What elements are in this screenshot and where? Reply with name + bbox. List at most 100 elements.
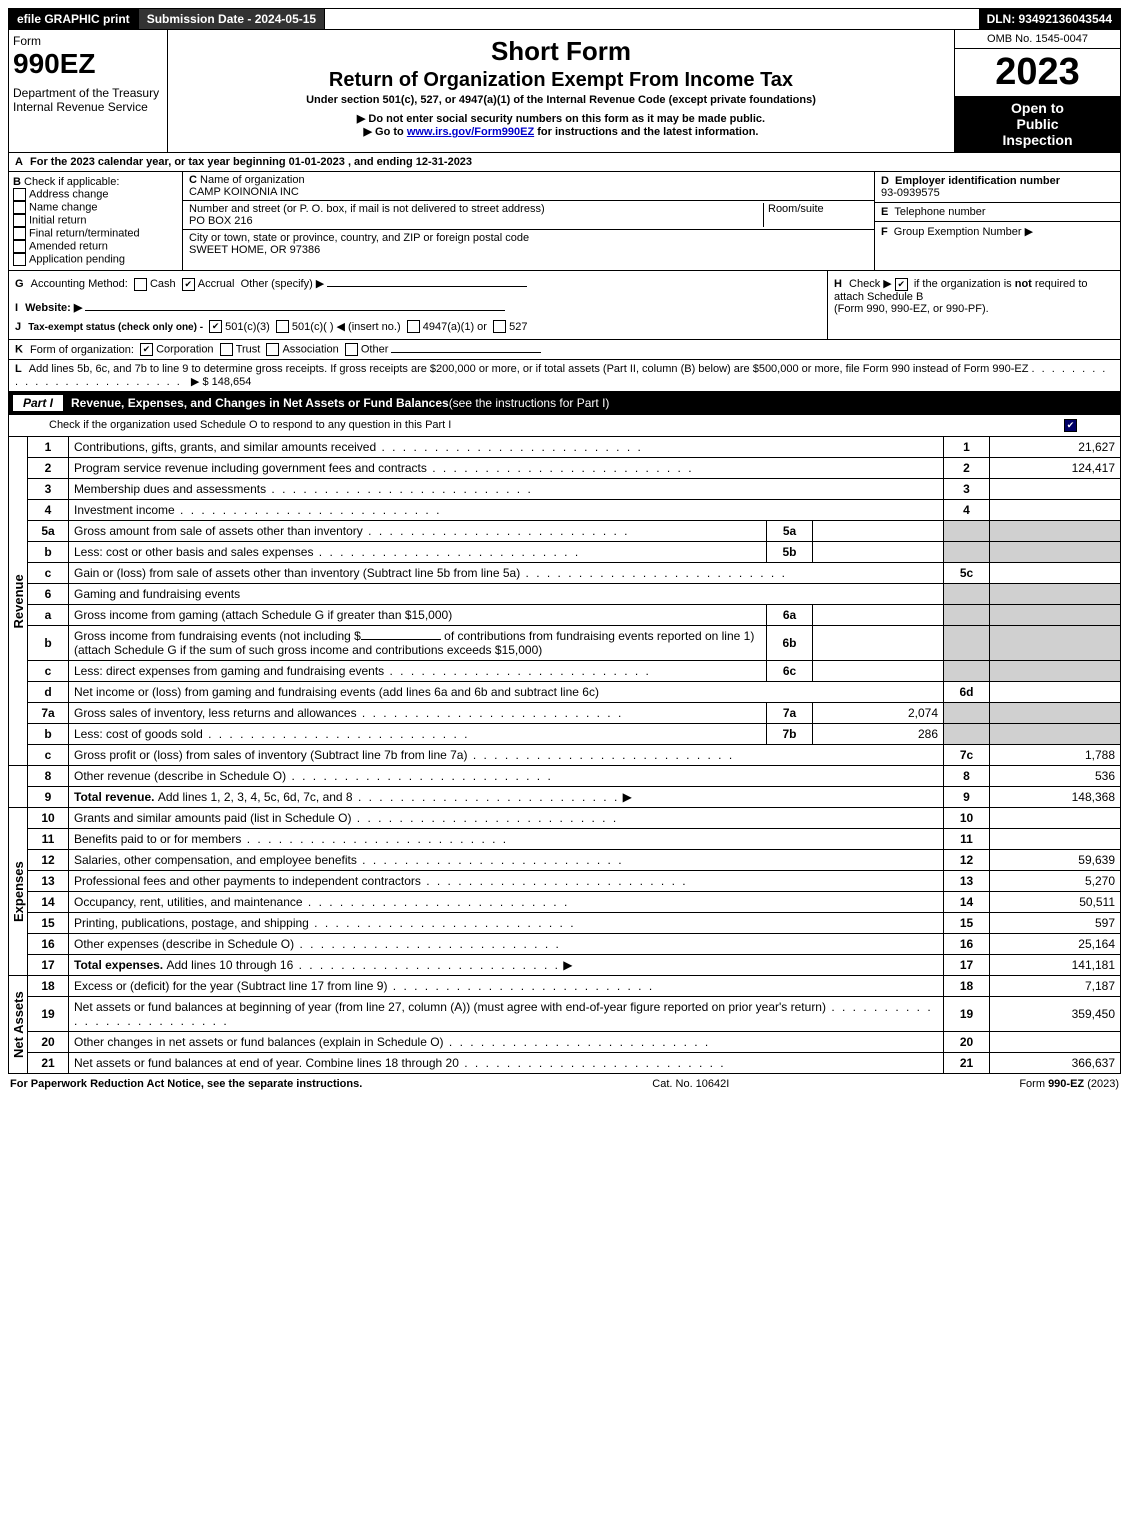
checkbox-501c3[interactable]: ✔: [209, 320, 222, 333]
l1-box: 1: [944, 437, 990, 458]
line-12: 12 Salaries, other compensation, and emp…: [9, 850, 1121, 871]
l6c-val: [990, 661, 1121, 682]
checkbox-corporation[interactable]: ✔: [140, 343, 153, 356]
l2-num: 2: [28, 458, 69, 479]
l8-num: 8: [28, 766, 69, 787]
l8-val: 536: [990, 766, 1121, 787]
city-value: SWEET HOME, OR 97386: [189, 244, 320, 256]
l13-text: Professional fees and other payments to …: [74, 874, 421, 888]
checkbox-schedule-o[interactable]: ✔: [1064, 419, 1077, 432]
l13-num: 13: [28, 871, 69, 892]
l9-arrow: ▶: [623, 790, 632, 804]
l15-box: 15: [944, 913, 990, 934]
inspection-3: Inspection: [959, 132, 1116, 148]
l3-num: 3: [28, 479, 69, 500]
f-label: F: [881, 226, 888, 238]
l6a-num: a: [28, 605, 69, 626]
checkbox-527[interactable]: [493, 320, 506, 333]
l3-val: [990, 479, 1121, 500]
opt-527: 527: [509, 321, 527, 333]
l5a-mv: [813, 521, 944, 542]
checkbox-address-change[interactable]: [13, 188, 26, 201]
checkbox-other-org[interactable]: [345, 343, 358, 356]
l21-num: 21: [28, 1053, 69, 1074]
row-a-text: For the 2023 calendar year, or tax year …: [30, 156, 472, 168]
g-row: G Accounting Method: Cash ✔Accrual Other…: [15, 277, 821, 291]
checkbox-accrual[interactable]: ✔: [182, 278, 195, 291]
form-number: 990EZ: [13, 48, 163, 80]
checkbox-initial-return[interactable]: [13, 214, 26, 227]
k-text: Form of organization:: [30, 344, 134, 356]
part1-table: Revenue 1 Contributions, gifts, grants, …: [8, 437, 1121, 1074]
line-5a: 5a Gross amount from sale of assets othe…: [9, 521, 1121, 542]
l5b-box: [944, 542, 990, 563]
row-l: L Add lines 5b, 6c, and 7b to line 9 to …: [8, 360, 1121, 392]
l7a-val: [990, 703, 1121, 724]
line-6: 6 Gaming and fundraising events: [9, 584, 1121, 605]
line-1: Revenue 1 Contributions, gifts, grants, …: [9, 437, 1121, 458]
c-label: C: [189, 174, 197, 186]
opt-amended-return: Amended return: [29, 240, 108, 252]
l6c-num: c: [28, 661, 69, 682]
l5a-text: Gross amount from sale of assets other t…: [74, 524, 363, 538]
l7b-mv: 286: [813, 724, 944, 745]
l-text: Add lines 5b, 6c, and 7b to line 9 to de…: [29, 363, 1029, 375]
l7a-text: Gross sales of inventory, less returns a…: [74, 706, 357, 720]
l18-val: 7,187: [990, 976, 1121, 997]
l18-box: 18: [944, 976, 990, 997]
line-4: 4 Investment income 4: [9, 500, 1121, 521]
opt-corporation: Corporation: [156, 344, 213, 356]
c-city-block: City or town, state or province, country…: [183, 230, 874, 258]
irs-link[interactable]: www.irs.gov/Form990EZ: [407, 126, 534, 138]
l6c-mv: [813, 661, 944, 682]
checkbox-application-pending[interactable]: [13, 253, 26, 266]
l6d-text: Net income or (loss) from gaming and fun…: [69, 682, 944, 703]
l11-val: [990, 829, 1121, 850]
line-9: 9 Total revenue. Add lines 1, 2, 3, 4, 5…: [9, 787, 1121, 808]
checkbox-name-change[interactable]: [13, 201, 26, 214]
checkbox-final-return[interactable]: [13, 227, 26, 240]
line-20: 20 Other changes in net assets or fund b…: [9, 1032, 1121, 1053]
l6c-text: Less: direct expenses from gaming and fu…: [74, 664, 384, 678]
l7c-text: Gross profit or (loss) from sales of inv…: [74, 748, 467, 762]
room-suite: Room/suite: [763, 203, 868, 227]
title-return: Return of Organization Exempt From Incom…: [174, 69, 948, 92]
l1-num: 1: [28, 437, 69, 458]
checkbox-501c[interactable]: [276, 320, 289, 333]
inspection-box: Open to Public Inspection: [955, 96, 1120, 152]
l7a-mv: 2,074: [813, 703, 944, 724]
checkbox-association[interactable]: [266, 343, 279, 356]
checkbox-cash[interactable]: [134, 278, 147, 291]
h-text2: if the organization is: [914, 278, 1015, 290]
l5a-box: [944, 521, 990, 542]
l15-text: Printing, publications, postage, and shi…: [74, 916, 309, 930]
line-5c: c Gain or (loss) from sale of assets oth…: [9, 563, 1121, 584]
l7c-box: 7c: [944, 745, 990, 766]
l17-arrow: ▶: [563, 958, 572, 972]
l14-text: Occupancy, rent, utilities, and maintena…: [74, 895, 303, 909]
l8-box: 8: [944, 766, 990, 787]
section-bcdef: B Check if applicable: Address change Na…: [8, 172, 1121, 271]
footer-right-post: (2023): [1084, 1078, 1119, 1090]
opt-address-change: Address change: [29, 188, 109, 200]
checkbox-4947[interactable]: [407, 320, 420, 333]
checkbox-trust[interactable]: [220, 343, 233, 356]
l6-val: [990, 584, 1121, 605]
i-label: I: [15, 302, 18, 314]
checkbox-amended-return[interactable]: [13, 240, 26, 253]
l6d-val: [990, 682, 1121, 703]
checkbox-h[interactable]: ✔: [895, 278, 908, 291]
j-label: J: [15, 321, 21, 333]
section-ghij: G Accounting Method: Cash ✔Accrual Other…: [8, 271, 1121, 340]
l13-box: 13: [944, 871, 990, 892]
side-expenses: Expenses: [9, 808, 28, 976]
opt-initial-return: Initial return: [29, 214, 86, 226]
page-footer: For Paperwork Reduction Act Notice, see …: [8, 1074, 1121, 1094]
note-ssn: ▶ Do not enter social security numbers o…: [174, 112, 948, 125]
city-lead: City or town, state or province, country…: [189, 232, 529, 244]
efile-label: efile GRAPHIC print: [9, 9, 139, 29]
l18-text: Excess or (deficit) for the year (Subtra…: [74, 979, 387, 993]
opt-cash: Cash: [150, 278, 176, 290]
l6-text: Gaming and fundraising events: [69, 584, 944, 605]
l16-num: 16: [28, 934, 69, 955]
